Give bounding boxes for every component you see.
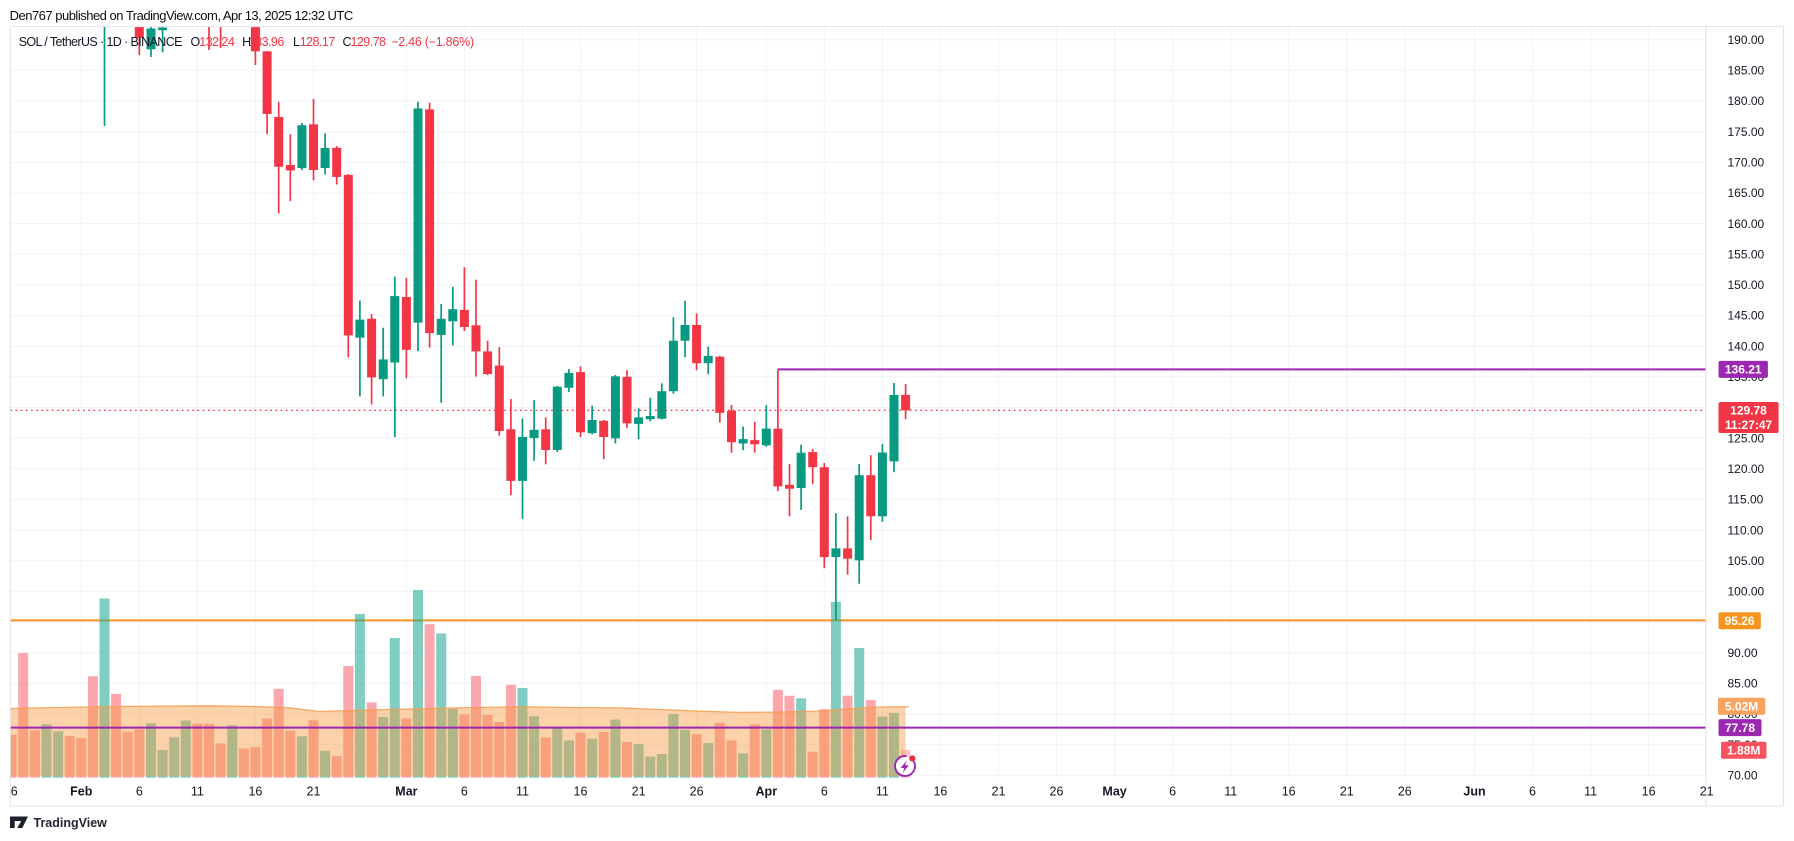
svg-text:11: 11 — [191, 785, 204, 799]
svg-text:150.00: 150.00 — [1728, 278, 1765, 292]
svg-text:TradingView: TradingView — [34, 816, 108, 830]
svg-text:77.78: 77.78 — [1725, 721, 1755, 735]
svg-text:11: 11 — [1224, 785, 1237, 799]
svg-text:6: 6 — [136, 785, 143, 799]
svg-text:16: 16 — [933, 785, 947, 799]
svg-text:16: 16 — [1642, 785, 1656, 799]
svg-text:125.00: 125.00 — [1728, 431, 1765, 445]
svg-text:155.00: 155.00 — [1728, 247, 1765, 261]
svg-text:6: 6 — [461, 785, 468, 799]
svg-text:16: 16 — [574, 785, 588, 799]
svg-text:1.88M: 1.88M — [1727, 743, 1760, 757]
svg-text:11: 11 — [516, 785, 529, 799]
svg-text:26: 26 — [1398, 785, 1412, 799]
svg-text:26: 26 — [690, 785, 704, 799]
svg-text:145.00: 145.00 — [1728, 309, 1765, 323]
svg-text:6: 6 — [11, 785, 18, 799]
svg-text:175.00: 175.00 — [1728, 125, 1765, 139]
svg-text:16: 16 — [1282, 785, 1296, 799]
svg-text:Apr: Apr — [756, 785, 778, 799]
svg-text:16: 16 — [248, 785, 262, 799]
svg-text:185.00: 185.00 — [1728, 64, 1765, 78]
svg-text:11: 11 — [1584, 785, 1597, 799]
svg-text:21: 21 — [992, 785, 1006, 799]
svg-text:160.00: 160.00 — [1728, 217, 1765, 231]
svg-text:85.00: 85.00 — [1728, 677, 1758, 691]
svg-text:100.00: 100.00 — [1728, 585, 1765, 599]
svg-text:170.00: 170.00 — [1728, 156, 1765, 170]
svg-text:120.00: 120.00 — [1728, 462, 1765, 476]
svg-text:21: 21 — [307, 785, 321, 799]
svg-text:21: 21 — [1340, 785, 1354, 799]
svg-text:26: 26 — [1050, 785, 1064, 799]
svg-text:5.02M: 5.02M — [1725, 700, 1758, 714]
svg-text:6: 6 — [1529, 785, 1536, 799]
svg-text:6: 6 — [821, 785, 828, 799]
svg-text:165.00: 165.00 — [1728, 186, 1765, 200]
svg-text:190.00: 190.00 — [1728, 33, 1765, 47]
svg-text:70.00: 70.00 — [1728, 769, 1758, 783]
svg-text:90.00: 90.00 — [1728, 646, 1758, 660]
svg-text:Feb: Feb — [70, 785, 93, 799]
svg-text:May: May — [1102, 785, 1126, 799]
svg-text:129.78: 129.78 — [1730, 404, 1767, 418]
svg-text:115.00: 115.00 — [1728, 493, 1764, 507]
svg-text:11: 11 — [876, 785, 889, 799]
svg-text:95.26: 95.26 — [1725, 614, 1755, 628]
svg-text:Jun: Jun — [1463, 785, 1485, 799]
svg-text:21: 21 — [632, 785, 646, 799]
svg-text:Mar: Mar — [395, 785, 417, 799]
svg-text:11:27:47: 11:27:47 — [1725, 418, 1773, 432]
svg-text:180.00: 180.00 — [1728, 94, 1765, 108]
svg-text:21: 21 — [1700, 785, 1714, 799]
svg-text:110.00: 110.00 — [1728, 523, 1764, 537]
svg-text:6: 6 — [1169, 785, 1176, 799]
svg-text:105.00: 105.00 — [1728, 554, 1765, 568]
svg-text:140.00: 140.00 — [1728, 339, 1765, 353]
svg-text:136.21: 136.21 — [1725, 363, 1762, 377]
